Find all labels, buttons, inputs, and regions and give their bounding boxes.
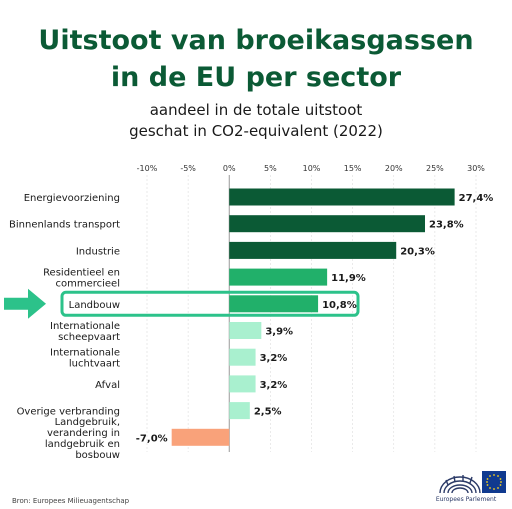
x-tick-label: 20% <box>385 164 403 173</box>
bar <box>229 295 319 313</box>
bar <box>229 375 256 393</box>
data-label: 10,8% <box>322 300 357 311</box>
category-label: verandering in <box>47 428 120 439</box>
bar <box>229 188 455 206</box>
data-label: 20,3% <box>400 246 435 257</box>
bar <box>171 428 230 446</box>
european-parliament-logo <box>439 471 506 494</box>
chart-title-line: Uitstoot van broeikasgassen <box>38 25 474 56</box>
chart-subtitle-line: geschat in CO2-equivalent (2022) <box>129 122 383 140</box>
data-label: 27,4% <box>459 193 494 204</box>
bar <box>229 348 256 366</box>
x-tick-label: 15% <box>344 164 362 173</box>
bar <box>229 402 250 420</box>
x-tick-label: 0% <box>223 164 236 173</box>
x-tick-label: -5% <box>180 164 196 173</box>
x-tick-label: 25% <box>426 164 444 173</box>
data-label: 11,9% <box>331 273 366 284</box>
category-label: Industrie <box>76 246 120 257</box>
data-label: 3,2% <box>260 380 288 391</box>
category-label: Residentieel en <box>43 268 120 279</box>
data-label: 3,9% <box>265 327 293 338</box>
highlight-box <box>60 290 360 317</box>
bar <box>229 215 426 233</box>
category-label: Internationale <box>50 348 120 359</box>
source-note: Bron: Europees Milieuagentschap <box>12 497 130 505</box>
x-tick-label: -10% <box>137 164 158 173</box>
data-label: -7,0% <box>136 433 168 444</box>
category-label: Afval <box>95 380 120 391</box>
category-label: bosbouw <box>75 450 120 461</box>
x-tick-label: 5% <box>264 164 277 173</box>
category-label: Landgebruik, <box>55 417 120 428</box>
bar <box>229 241 397 259</box>
chart-subtitle: aandeel in de totale uitstoot geschat in… <box>0 100 512 142</box>
category-label: Overige verbranding <box>17 407 120 418</box>
data-label: 23,8% <box>429 220 464 231</box>
chart-title: Uitstoot van broeikasgassen in de EU per… <box>0 22 512 96</box>
category-label: Binnenlands transport <box>9 220 120 231</box>
data-label: 2,5% <box>254 407 282 418</box>
logo-text: Europees Parlement <box>435 496 497 503</box>
chart-subtitle-line: aandeel in de totale uitstoot <box>149 101 363 119</box>
category-label: Energievoorziening <box>24 193 120 204</box>
x-tick-label: 30% <box>467 164 485 173</box>
data-label: 3,2% <box>260 353 288 364</box>
bar <box>229 268 328 286</box>
x-tick-label: 10% <box>303 164 321 173</box>
chart-title-line: in de EU per sector <box>110 62 402 93</box>
category-label: scheepvaart <box>58 332 120 343</box>
highlight-arrow-icon <box>4 288 46 319</box>
category-label: landgebruik en <box>45 439 120 450</box>
category-label: Landbouw <box>69 300 120 311</box>
category-label: commercieel <box>55 279 120 290</box>
category-label: Internationale <box>50 321 120 332</box>
bar <box>229 322 262 339</box>
category-label: luchtvaart <box>69 359 120 370</box>
